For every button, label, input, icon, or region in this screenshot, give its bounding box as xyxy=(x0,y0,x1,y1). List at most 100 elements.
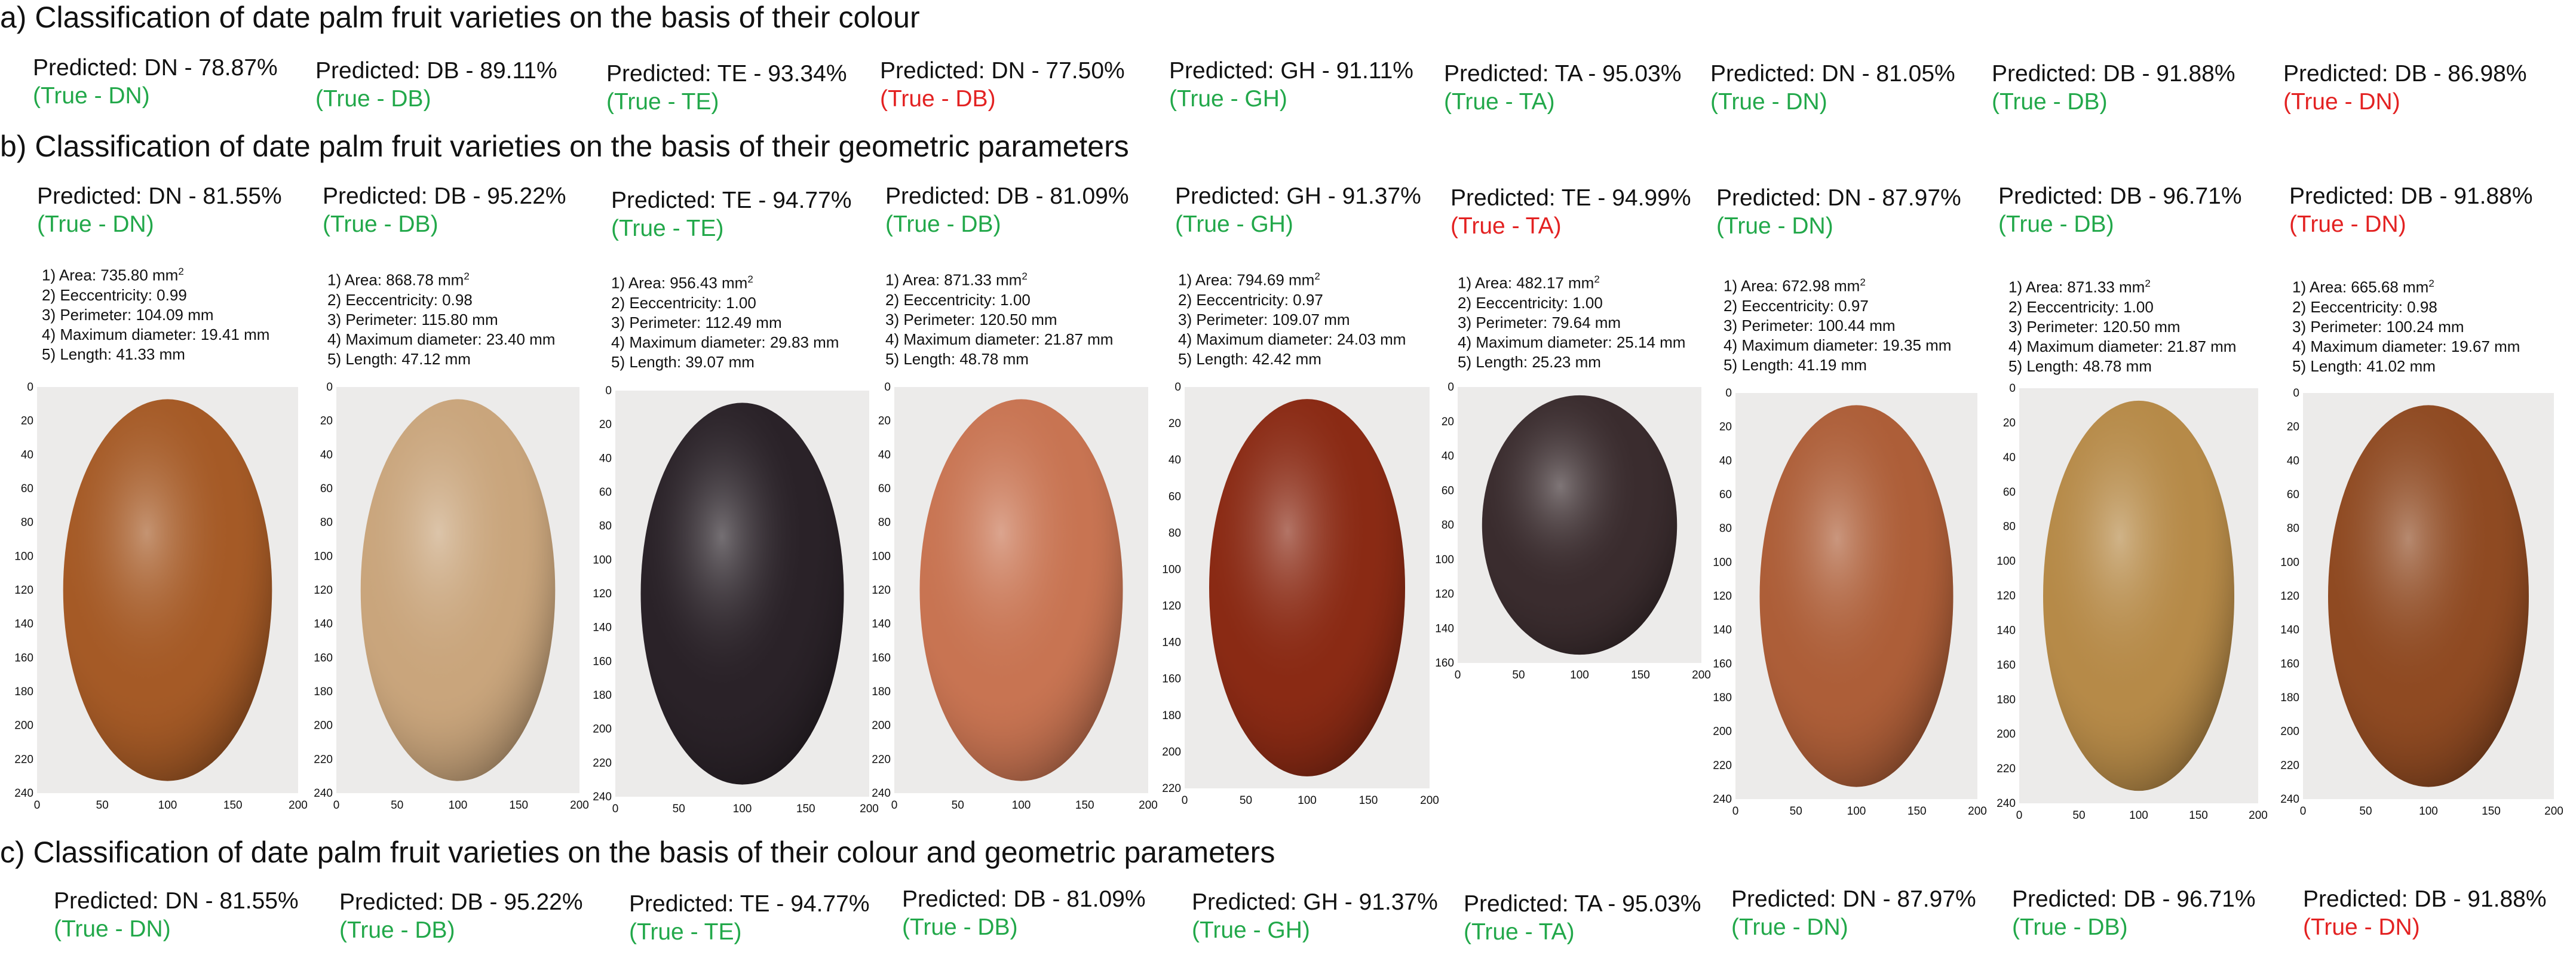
y-tick-label: 40 xyxy=(878,449,891,461)
metric-max-diameter: 4) Maximum diameter: 19.35 mm xyxy=(1724,336,1952,354)
x-tick-label: 50 xyxy=(1790,805,1802,818)
y-tick-label: 60 xyxy=(1442,484,1454,497)
metric-length: 5) Length: 41.19 mm xyxy=(1724,355,1867,374)
x-tick-label: 100 xyxy=(2129,809,2148,822)
y-tick-label: 0 xyxy=(605,385,612,397)
true-label: (True - GH) xyxy=(1192,917,1310,943)
y-tick-label: 120 xyxy=(1435,588,1454,601)
y-tick-label: 80 xyxy=(2003,521,2016,533)
metric-max-diameter: 4) Maximum diameter: 23.40 mm xyxy=(327,330,556,348)
y-tick-label: 40 xyxy=(320,449,333,461)
y-tick-label: 100 xyxy=(314,550,333,563)
true-label: (True - DN) xyxy=(33,83,150,109)
y-tick-label: 100 xyxy=(872,550,891,563)
y-tick-label: 160 xyxy=(872,652,891,664)
y-tick-label: 40 xyxy=(2287,455,2299,467)
y-tick-label: 220 xyxy=(314,753,333,766)
row-b-item: Predicted: DB - 81.09% (True - DB) xyxy=(885,182,1129,238)
y-tick-label: 160 xyxy=(1997,659,2016,671)
y-tick-label: 40 xyxy=(2003,452,2016,464)
metric-area: 1) Area: 482.17 mm xyxy=(1458,274,1594,292)
date-fruit-shading xyxy=(919,399,1123,781)
x-tick-label: 50 xyxy=(1240,794,1252,807)
true-label: (True - DN) xyxy=(1716,213,1833,239)
y-tick-label: 60 xyxy=(1169,490,1181,503)
metric-perimeter: 3) Perimeter: 109.07 mm xyxy=(1178,310,1350,328)
x-tick-label: 150 xyxy=(1359,794,1378,807)
y-tick-label: 20 xyxy=(2003,417,2016,429)
predicted-label: Predicted: DB - 89.11% xyxy=(315,58,557,84)
metric-max-diameter: 4) Maximum diameter: 19.41 mm xyxy=(42,325,270,343)
x-tick-label: 150 xyxy=(796,803,815,815)
predicted-label: Predicted: GH - 91.37% xyxy=(1192,889,1438,915)
x-tick-label: 150 xyxy=(223,799,243,812)
date-fruit-shading xyxy=(360,399,556,781)
y-tick-label: 160 xyxy=(2280,658,2299,670)
y-tick-label: 160 xyxy=(1713,658,1732,670)
image-plot: 0 20 40 60 80 100 120 140 160 180 200 220 240 0 50 100 1… xyxy=(1997,382,2268,822)
y-tick-label: 160 xyxy=(1435,657,1454,670)
metric-area: 1) Area: 794.69 mm xyxy=(1178,271,1315,289)
area-unit-sup: 2 xyxy=(1860,277,1866,288)
true-label: (True - DB) xyxy=(1998,211,2114,237)
true-label: (True - DB) xyxy=(880,86,996,112)
x-tick-label: 150 xyxy=(1908,805,1927,818)
predicted-label: Predicted: TA - 95.03% xyxy=(1444,61,1682,87)
x-tick-label: 200 xyxy=(2544,805,2563,818)
metric-perimeter: 3) Perimeter: 79.64 mm xyxy=(1458,313,1621,331)
y-tick-label: 20 xyxy=(320,415,333,428)
predicted-label: Predicted: GH - 91.37% xyxy=(1175,183,1421,209)
row-a-item: Predicted: DB - 91.88% (True - DB) xyxy=(1992,60,2235,116)
section-b-title: b) Classification of date palm fruit var… xyxy=(0,130,1129,163)
predicted-label: Predicted: TE - 94.99% xyxy=(1450,185,1691,211)
y-tick-label: 40 xyxy=(1442,450,1454,463)
y-tick-label: 80 xyxy=(878,517,891,529)
y-tick-label: 20 xyxy=(599,419,612,431)
row-b-item: Predicted: GH - 91.37% (True - GH) xyxy=(1175,182,1421,238)
y-tick-label: 180 xyxy=(314,686,333,698)
date-fruit-shading xyxy=(1482,395,1678,655)
y-tick-label: 120 xyxy=(1162,600,1181,613)
y-tick-label: 120 xyxy=(1997,590,2016,603)
image-plot: 0 20 40 60 80 100 120 140 160 180 200 220 240 0 50 100 1… xyxy=(314,381,589,812)
x-tick-label: 100 xyxy=(1570,669,1589,681)
metric-area: 1) Area: 871.33 mm xyxy=(2008,278,2145,296)
y-tick-label: 100 xyxy=(14,550,33,563)
y-tick-label: 0 xyxy=(1448,381,1454,394)
area-unit-sup: 2 xyxy=(1594,274,1600,285)
true-label: (True - DB) xyxy=(1992,89,2108,115)
y-tick-label: 220 xyxy=(593,757,612,769)
y-tick-label: 80 xyxy=(1169,527,1181,539)
y-tick-label: 20 xyxy=(1719,421,1732,434)
geometric-metrics: 1) Area: 794.69 mm2 2) Eeccentricity: 0.… xyxy=(1178,266,1406,369)
y-tick-label: 120 xyxy=(872,584,891,597)
row-b-item: Predicted: TE - 94.77% (True - TE) xyxy=(611,186,852,242)
true-label: (True - GH) xyxy=(1175,211,1293,237)
y-tick-label: 0 xyxy=(1725,387,1732,400)
metric-max-diameter: 4) Maximum diameter: 25.14 mm xyxy=(1458,333,1686,351)
y-tick-label: 180 xyxy=(872,686,891,698)
x-tick-label: 50 xyxy=(391,799,403,812)
y-tick-label: 240 xyxy=(314,787,333,800)
image-plot: 0 20 40 60 80 100 120 140 160 180 200 220 240 0 50 100 1… xyxy=(593,385,879,815)
y-tick-label: 180 xyxy=(14,686,33,698)
y-tick-label: 100 xyxy=(2280,556,2299,569)
y-tick-label: 200 xyxy=(872,720,891,732)
y-tick-label: 240 xyxy=(14,787,33,800)
y-tick-label: 60 xyxy=(21,483,33,495)
y-tick-label: 140 xyxy=(1713,624,1732,637)
metric-area: 1) Area: 871.33 mm xyxy=(885,271,1022,289)
metric-max-diameter: 4) Maximum diameter: 21.87 mm xyxy=(2008,337,2237,355)
y-tick-label: 80 xyxy=(21,517,33,529)
y-tick-label: 120 xyxy=(2280,590,2299,603)
true-label: (True - DN) xyxy=(37,211,154,237)
x-tick-label: 50 xyxy=(2359,805,2372,818)
geometric-metrics: 1) Area: 665.68 mm2 2) Eeccentricity: 0.… xyxy=(2292,274,2520,376)
metric-length: 5) Length: 47.12 mm xyxy=(327,349,471,368)
